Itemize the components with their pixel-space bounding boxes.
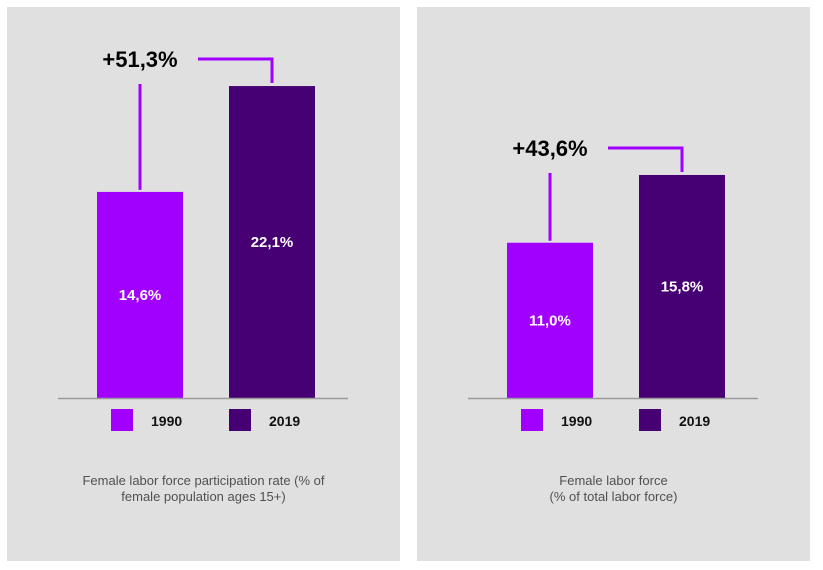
bar-1990 [507, 242, 593, 398]
bar-2019 [639, 174, 725, 398]
caption-line-1: Female labor force participation rate (%… [82, 473, 325, 488]
caption-line-1: Female labor force [559, 473, 668, 488]
change-percentage-label: +51,3% [102, 47, 177, 72]
bar-value-label-1990: 11,0% [529, 312, 571, 329]
caption-line-2: (% of total labor force) [549, 489, 678, 504]
bar-value-label-2019: 22,1% [251, 234, 294, 251]
bar-2019 [229, 86, 315, 399]
legend-label-2019: 2019 [269, 413, 300, 429]
legend-label-1990: 1990 [151, 413, 182, 429]
chart-panel-labor-force-share: 11,0% 15,8% +43,6% 1990 2019 Female labor fo… [417, 7, 810, 561]
legend-swatch-1990 [521, 409, 543, 431]
change-connector-bracket [608, 146, 684, 172]
bar-chart-participation-rate: 14,6% 22,1% +51,3% 1990 2019 [58, 47, 348, 431]
bar-value-label-1990: 14,6% [119, 287, 162, 304]
legend-swatch-1990 [111, 409, 133, 431]
legend-swatch-2019 [639, 409, 661, 431]
change-connector-bracket [198, 57, 274, 84]
legend-swatch-2019 [229, 409, 251, 431]
bar-1990 [97, 191, 183, 398]
chart-panel-participation-rate: 14,6% 22,1% +51,3% 1990 2019 Female labor fo… [7, 7, 400, 561]
legend-label-1990: 1990 [561, 413, 592, 429]
bar-value-label-2019: 15,8% [661, 278, 704, 295]
chart-caption: Female labor force (% of total labor for… [417, 473, 810, 505]
legend-label-2019: 2019 [679, 413, 710, 429]
bar-chart-labor-force-share: 11,0% 15,8% +43,6% 1990 2019 [468, 136, 758, 431]
caption-line-2: female population ages 15+) [121, 489, 286, 504]
chart-caption: Female labor force participation rate (%… [7, 473, 400, 505]
change-percentage-label: +43,6% [512, 136, 587, 161]
